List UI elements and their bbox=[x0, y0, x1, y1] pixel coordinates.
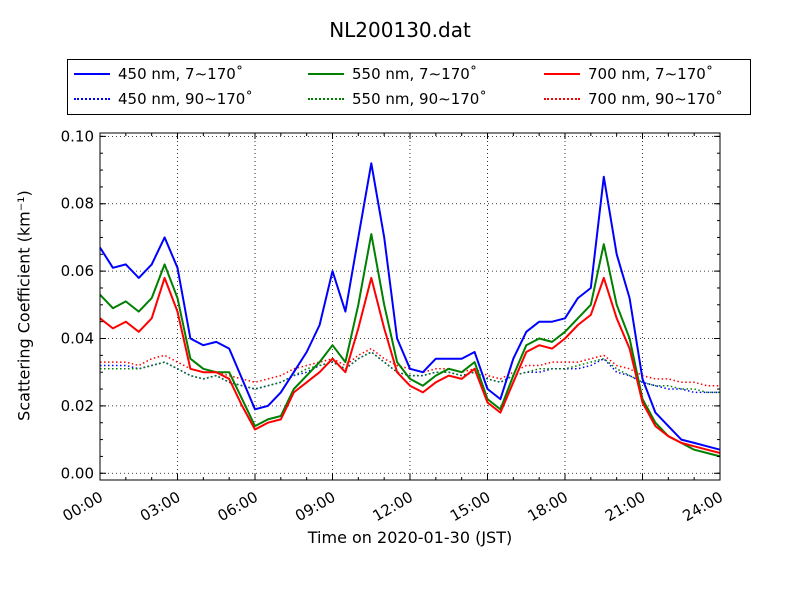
x-tick-label: 21:00 bbox=[602, 488, 648, 525]
chart-title: NL200130.dat bbox=[329, 18, 471, 42]
legend-label: 450 nm, 7∼170˚ bbox=[118, 65, 244, 83]
series-line-4 bbox=[100, 351, 720, 394]
y-tick-label: 0.08 bbox=[61, 195, 94, 213]
x-tick-label: 15:00 bbox=[447, 488, 493, 525]
legend: 450 nm, 7∼170˚ 450 nm, 90∼170˚ 550 nm, 7… bbox=[67, 59, 751, 115]
ticks: 0.00 0.02 0.04 0.06 0.08 0.10 00:00 03:00 06:00 0… bbox=[60, 127, 726, 525]
legend-label: 550 nm, 90∼170˚ bbox=[352, 90, 487, 108]
legend-swatch bbox=[308, 98, 344, 100]
y-axis-label: Scattering Coefficient (km⁻¹) bbox=[14, 190, 34, 421]
legend-label: 450 nm, 90∼170˚ bbox=[118, 90, 253, 108]
series-line-1 bbox=[99, 233, 721, 458]
series-layer bbox=[99, 162, 721, 458]
y-tick-label: 0.06 bbox=[61, 262, 94, 280]
y-tick-label: 0.10 bbox=[61, 127, 94, 145]
legend-label: 550 nm, 7∼170˚ bbox=[352, 65, 478, 83]
x-tick-label: 24:00 bbox=[680, 488, 726, 525]
y-tick-label: 0.04 bbox=[61, 330, 94, 348]
x-tick-label: 18:00 bbox=[525, 488, 571, 525]
legend-label: 700 nm, 90∼170˚ bbox=[588, 90, 723, 108]
x-tick-label: 03:00 bbox=[137, 488, 183, 525]
x-tick-label: 09:00 bbox=[292, 488, 338, 525]
y-tick-label: 0.00 bbox=[61, 464, 94, 482]
y-tick-label: 0.02 bbox=[61, 397, 94, 415]
legend-swatch bbox=[544, 73, 580, 75]
legend-swatch bbox=[544, 98, 580, 100]
x-axis-label: Time on 2020-01-30 (JST) bbox=[307, 528, 513, 547]
legend-swatch bbox=[74, 73, 110, 75]
x-tick-label: 06:00 bbox=[215, 488, 261, 525]
series-line-2 bbox=[99, 276, 721, 454]
grid bbox=[99, 133, 721, 480]
series-line-0 bbox=[99, 162, 721, 451]
legend-swatch bbox=[308, 73, 344, 75]
legend-label: 700 nm, 7∼170˚ bbox=[588, 65, 714, 83]
legend-swatch bbox=[74, 98, 110, 100]
series-line-5 bbox=[100, 347, 720, 387]
x-tick-label: 12:00 bbox=[370, 488, 416, 525]
x-tick-label: 00:00 bbox=[60, 488, 106, 525]
